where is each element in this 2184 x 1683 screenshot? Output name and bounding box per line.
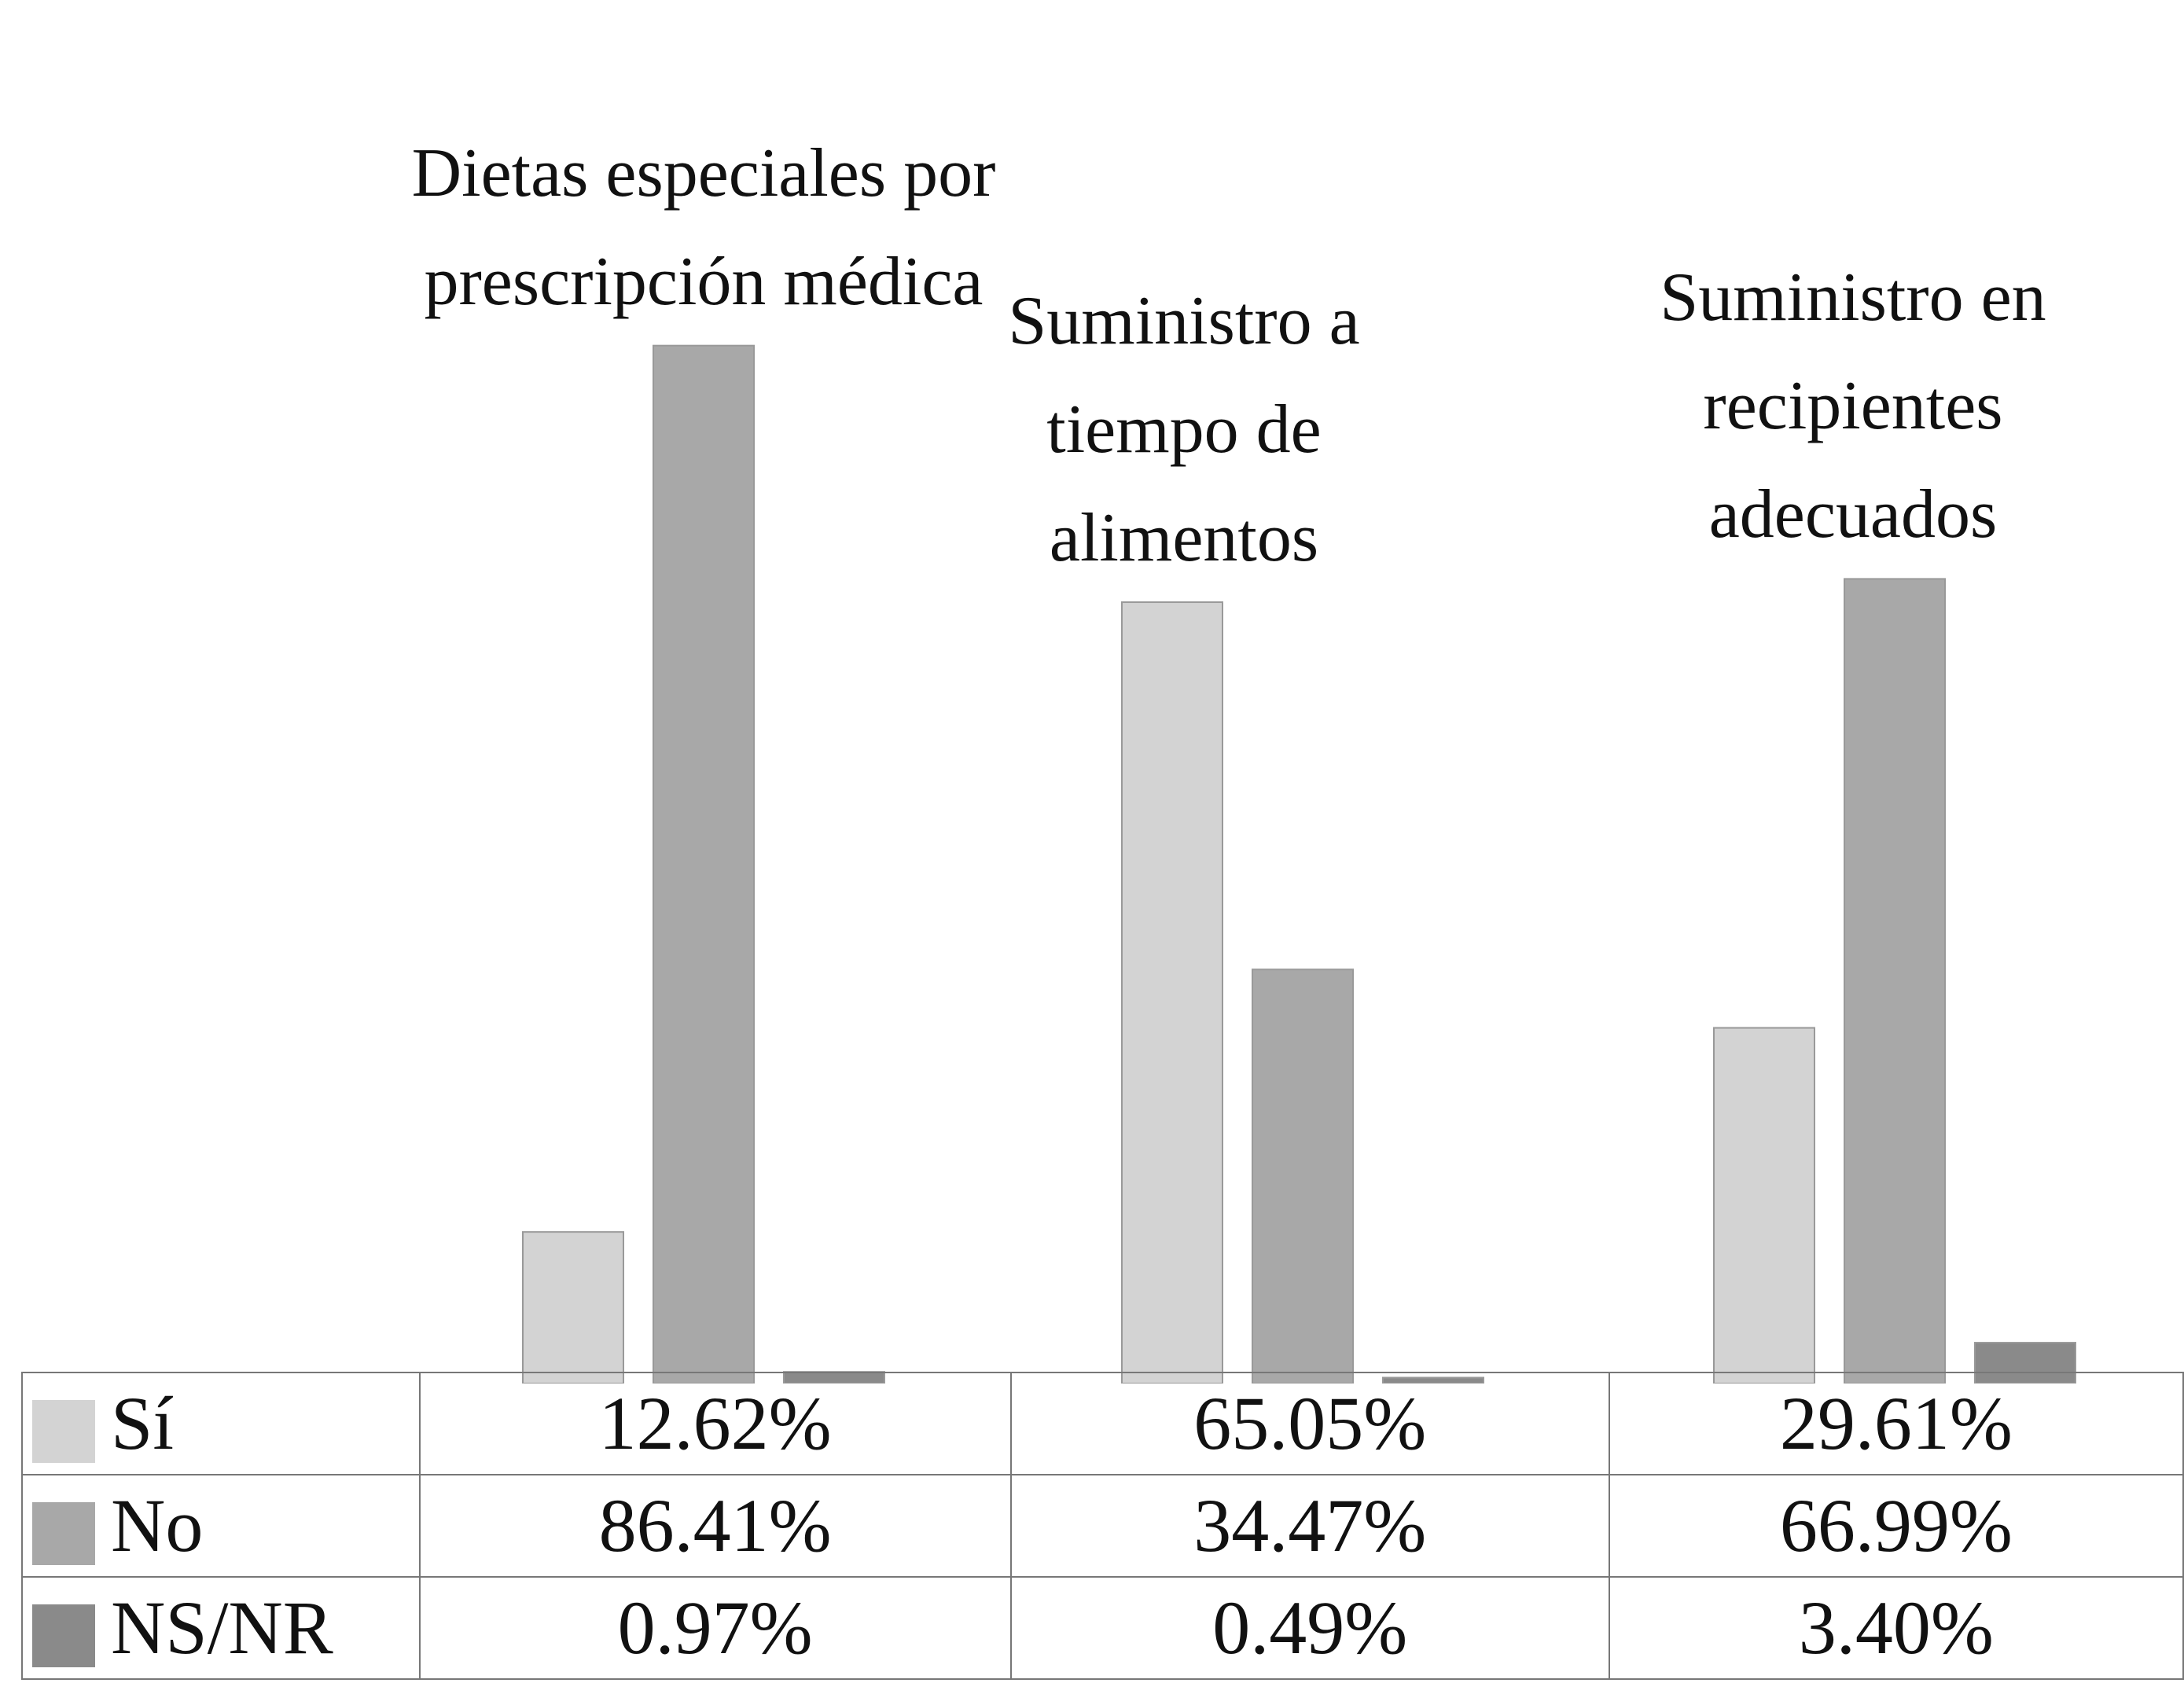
value-label: 0.49% [1009,1576,1610,1680]
value-label: 66.99% [1608,1474,2184,1578]
category-label: Suministro a tiempo de alimentos [1008,283,1360,577]
bar [1713,1027,1815,1384]
legend-label: Sí [111,1381,175,1465]
value-label: 34.47% [1009,1474,1610,1578]
value-label: 86.41% [418,1474,1012,1578]
bar [1844,578,1946,1384]
legend-label: NS/NR [111,1586,333,1670]
value-label: 12.62% [418,1372,1012,1475]
legend-swatch [32,1399,95,1463]
bar [522,1231,624,1384]
legend-cell: NS/NR [21,1576,421,1680]
data-table: Sí 12.62% 65.05% 29.61% No 86.41% 34.47% 66.99%… [21,1372,2184,1680]
table-row: Sí 12.62% 65.05% 29.61% [21,1372,2184,1475]
value-label: 29.61% [1608,1372,2184,1475]
bar [1252,968,1354,1384]
bar [653,344,755,1384]
value-label: 0.97% [418,1576,1012,1680]
category-label: Dietas especiales por prescripción médic… [411,134,996,320]
legend-cell: No [21,1474,421,1578]
value-label: 65.05% [1009,1372,1610,1475]
legend-label: No [111,1483,204,1567]
table-row: No 86.41% 34.47% 66.99% [21,1474,2184,1578]
category-label: Suministro en recipientes adecuados [1660,259,2046,553]
legend-swatch [32,1604,95,1667]
table-row: NS/NR 0.97% 0.49% 3.40% [21,1576,2184,1680]
bar [1121,601,1223,1384]
value-label: 3.40% [1608,1576,2184,1680]
chart [522,344,2076,1384]
legend-cell: Sí [21,1372,421,1475]
legend-swatch [32,1501,95,1565]
